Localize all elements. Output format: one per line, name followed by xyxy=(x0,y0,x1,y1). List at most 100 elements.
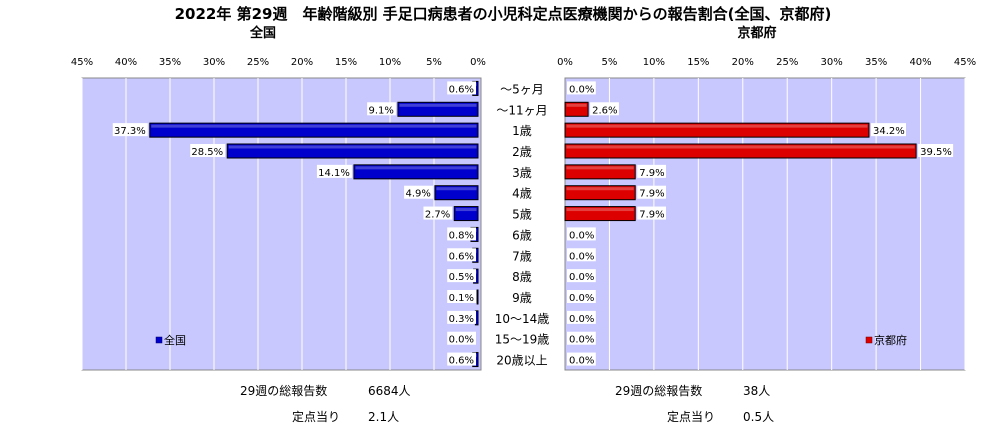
per-site-value: 0.5人 xyxy=(743,410,774,424)
bar-highlight xyxy=(399,103,477,107)
data-label: 0.0% xyxy=(569,251,594,262)
data-label: 0.0% xyxy=(569,84,594,95)
panel-subtitle: 全国 xyxy=(249,25,276,41)
data-label-box xyxy=(112,123,148,137)
data-label: 7.9% xyxy=(639,210,664,221)
x-tick-label: 45% xyxy=(71,57,93,68)
data-label: 7.9% xyxy=(639,189,664,200)
x-tick-label: 45% xyxy=(954,57,976,68)
data-label: 0.6% xyxy=(449,356,474,367)
category-label: 6歳 xyxy=(512,228,532,242)
data-label: 2.6% xyxy=(592,105,617,116)
data-label: 0.6% xyxy=(449,251,474,262)
data-label: 0.0% xyxy=(569,230,594,241)
category-label: 3歳 xyxy=(512,166,532,180)
panel-subtitle: 京都府 xyxy=(737,25,776,41)
x-tick-label: 20% xyxy=(732,57,754,68)
bar xyxy=(453,206,479,222)
bar xyxy=(564,164,636,180)
bar xyxy=(564,143,917,159)
data-label-box xyxy=(567,269,596,283)
data-label-box xyxy=(567,81,596,95)
bar-highlight xyxy=(566,103,587,107)
bar-highlight xyxy=(355,166,477,170)
category-label: 4歳 xyxy=(512,187,532,201)
x-tick-label: 0% xyxy=(470,57,486,68)
per-site-label: 定点当り xyxy=(667,409,715,424)
x-tick-label: 35% xyxy=(865,57,887,68)
x-tick-label: 30% xyxy=(821,57,843,68)
data-label: 28.5% xyxy=(191,147,223,158)
data-label: 0.3% xyxy=(449,314,474,325)
data-label-box xyxy=(637,164,667,178)
plot-area xyxy=(81,77,482,371)
plot-area xyxy=(564,77,966,371)
bar xyxy=(397,101,479,117)
bar-highlight xyxy=(566,124,868,128)
data-label: 0.5% xyxy=(449,272,474,283)
data-label: 0.0% xyxy=(569,293,594,304)
x-tick-label: 30% xyxy=(203,57,225,68)
data-label-box xyxy=(567,248,596,262)
data-label-box xyxy=(316,164,352,178)
legend-label: 全国 xyxy=(164,333,186,347)
data-label: 0.8% xyxy=(449,230,474,241)
data-label: 0.0% xyxy=(569,335,594,346)
x-tick-label: 10% xyxy=(643,57,665,68)
x-tick-label: 10% xyxy=(379,57,401,68)
bar-highlight xyxy=(455,208,477,212)
data-label-box xyxy=(404,185,433,199)
per-site-value: 2.1人 xyxy=(368,410,399,424)
bar xyxy=(149,122,479,138)
chart-title: 2022年 第29週 年齢階級別 手足口病患者の小児科定点医療機関からの報告割合… xyxy=(175,5,832,23)
data-label-box xyxy=(447,290,476,303)
legend-swatch xyxy=(865,336,873,344)
category-label: 2歳 xyxy=(512,145,532,159)
x-tick-label: 25% xyxy=(776,57,798,68)
data-label-box xyxy=(367,102,396,116)
panel-kyoto: 京都府 0% 5% 10% 15% 20% 25% 30% 35% 40% 45% 0.0% 2.6% 3… xyxy=(557,25,976,424)
data-label-box xyxy=(637,185,667,199)
data-label-box xyxy=(447,269,476,283)
data-label-box xyxy=(447,227,476,241)
data-label-box xyxy=(447,81,476,95)
data-label-box xyxy=(637,206,667,220)
bar-highlight xyxy=(566,187,634,191)
data-label-box xyxy=(447,331,476,345)
category-label: ～5ヶ月 xyxy=(500,82,544,96)
data-label-box xyxy=(447,310,476,324)
data-label: 0.0% xyxy=(449,335,474,346)
bar xyxy=(564,122,870,138)
data-label: 0.6% xyxy=(449,84,474,95)
bar-highlight xyxy=(151,124,477,128)
bar-highlight xyxy=(436,187,477,191)
category-label: 7歳 xyxy=(512,249,532,263)
data-label: 0.0% xyxy=(569,314,594,325)
data-label: 14.1% xyxy=(318,168,350,179)
category-label: ～11ヶ月 xyxy=(496,103,547,117)
data-label: 7.9% xyxy=(639,168,664,179)
data-label-box xyxy=(567,227,596,241)
x-tick-label: 40% xyxy=(909,57,931,68)
data-label: 0.0% xyxy=(569,272,594,283)
data-label-box xyxy=(567,310,596,324)
data-label: 37.3% xyxy=(114,126,146,137)
category-label: 10～14歳 xyxy=(495,312,550,326)
category-label: 20歳以上 xyxy=(496,354,547,368)
x-tick-label: 15% xyxy=(335,57,357,68)
data-label-box xyxy=(447,248,476,262)
data-label: 34.2% xyxy=(873,126,905,137)
x-tick-label: 35% xyxy=(159,57,181,68)
bar-highlight xyxy=(566,145,915,149)
category-label: 15～19歳 xyxy=(495,333,550,347)
total-reports-value: 38人 xyxy=(743,384,770,398)
legend: 全国 xyxy=(155,333,186,347)
data-label-box xyxy=(567,331,596,345)
category-label: 9歳 xyxy=(512,291,532,305)
x-tick-label: 0% xyxy=(557,57,573,68)
legend-swatch xyxy=(155,336,163,344)
total-reports-value: 6684人 xyxy=(368,384,411,398)
data-label-box xyxy=(423,206,453,220)
data-label: 9.1% xyxy=(369,105,394,116)
